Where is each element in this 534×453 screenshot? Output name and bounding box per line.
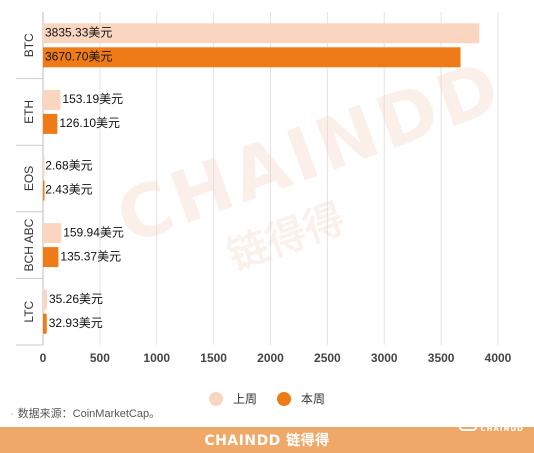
category-label: LTC [22, 300, 36, 322]
bar-eth-last-week [43, 89, 61, 110]
legend-label-this-week: 本周 [301, 392, 326, 406]
legend-item-this-week[interactable]: 本周 [277, 390, 325, 407]
bar-ltc-this-week [43, 313, 47, 334]
category-label: EOS [22, 166, 36, 191]
bar-ltc-last-week [43, 289, 48, 310]
x-tick-label: 1500 [200, 351, 227, 365]
footer-brand: CHAINDD 链得得 [204, 433, 330, 449]
x-tick-label: 0 [40, 351, 47, 365]
corner-logo-sub: CHAINDD [480, 425, 524, 433]
x-tick-label: 3000 [371, 351, 398, 365]
data-label: 3835.33美元 [45, 25, 112, 39]
category-label: BCH ABC [22, 218, 36, 271]
bar-eos-this-week [43, 180, 45, 201]
legend-swatch-this-week [277, 391, 291, 406]
data-label: 2.68美元 [45, 159, 92, 173]
data-label: 2.43美元 [45, 183, 92, 197]
category-label: ETH [22, 100, 36, 124]
x-tick-label: 2000 [257, 351, 284, 365]
data-label: 126.10美元 [59, 116, 120, 130]
bar-bch-abc-this-week [43, 247, 59, 268]
legend-swatch-last-week [208, 391, 223, 406]
data-label: 159.94美元 [63, 225, 124, 239]
chart-legend: 上周 本周 [0, 390, 534, 407]
legend-label-last-week: 上周 [232, 392, 257, 406]
data-label: 135.37美元 [60, 249, 121, 263]
bar-eth-this-week [43, 113, 58, 134]
data-label: 3670.70美元 [45, 49, 112, 63]
x-tick-label: 500 [90, 351, 110, 365]
bar-bch-abc-last-week [43, 223, 62, 244]
data-label: 35.26美元 [49, 292, 103, 306]
x-tick-label: 4000 [485, 351, 512, 365]
footer-bar: CHAINDD 链得得 [0, 427, 534, 453]
corner-logo-text: 链得得 [480, 409, 523, 425]
bar-btc-last-week [43, 23, 480, 44]
x-tick-label: 3500 [428, 351, 455, 365]
data-label: 153.19美元 [62, 92, 123, 106]
bar-btc-this-week [43, 47, 461, 68]
data-source-note: 数据来源：CoinMarketCap。 [10, 405, 160, 421]
bar-eos-last-week [43, 156, 45, 177]
logo-icon [458, 412, 477, 431]
x-tick-label: 1000 [143, 351, 170, 365]
x-tick-label: 2500 [314, 351, 341, 365]
legend-item-last-week[interactable]: 上周 [208, 390, 257, 407]
data-label: 32.93美元 [49, 316, 103, 330]
corner-logo: 链得得 CHAINDD [458, 409, 525, 433]
category-label: BTC [22, 33, 36, 57]
